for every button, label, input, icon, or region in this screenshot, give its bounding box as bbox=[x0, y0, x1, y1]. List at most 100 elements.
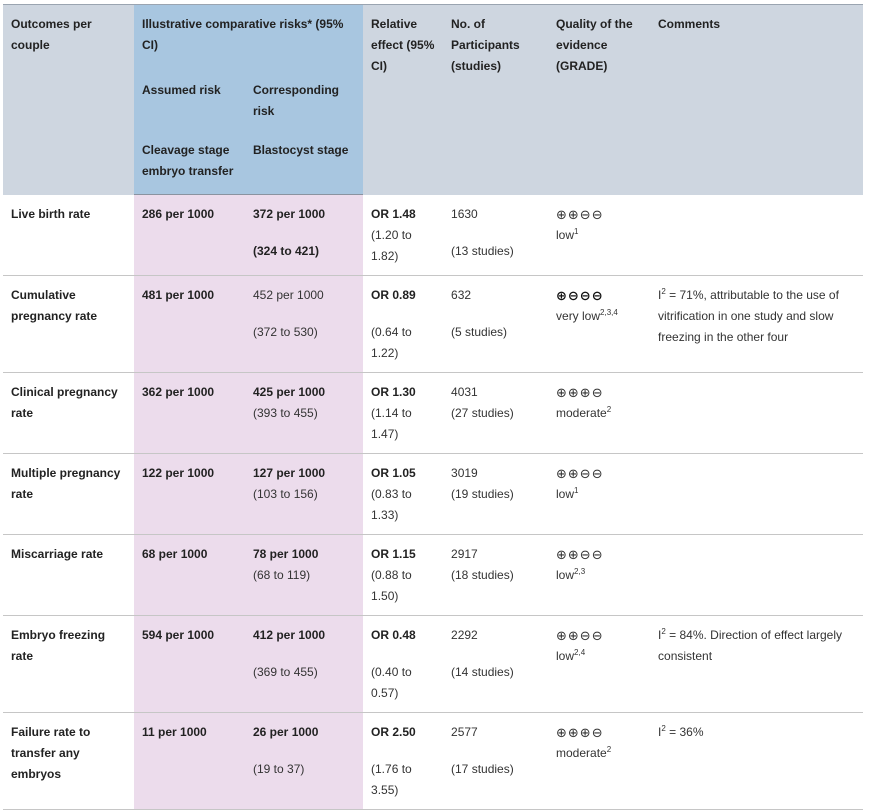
i-squared-exponent: 2 bbox=[661, 627, 666, 636]
odds-ratio-ci: (1.76 to 3.55) bbox=[371, 762, 412, 797]
participants-cell: 2292 (14 studies) bbox=[443, 615, 549, 713]
table-row: Failure rate to transfer any embryos 11 … bbox=[3, 712, 864, 810]
corresponding-risk-value: 78 per 1000 bbox=[253, 547, 319, 561]
corresponding-risk-ci: (324 to 421) bbox=[253, 244, 320, 258]
odds-ratio: OR 0.89 bbox=[371, 288, 416, 302]
header-quality: Quality of the evidence (GRADE) bbox=[548, 4, 651, 195]
header-cleavage-stage: Cleavage stage embryo transfer bbox=[134, 131, 245, 195]
study-count: (13 studies) bbox=[451, 243, 514, 258]
odds-ratio: OR 1.15 bbox=[371, 547, 416, 561]
table-row: Live birth rate 286 per 1000 372 per 100… bbox=[3, 194, 864, 276]
table-row: Multiple pregnancy rate 122 per 1000 127… bbox=[3, 453, 864, 535]
i-squared-exponent: 2 bbox=[661, 724, 666, 733]
grade-text: very low bbox=[556, 309, 601, 323]
summary-of-findings-table: Outcomes per couple Illustrative compara… bbox=[3, 4, 864, 810]
grade-footnote: 1 bbox=[574, 226, 579, 236]
corresponding-risk-cell: 452 per 1000 (372 to 530) bbox=[245, 275, 364, 373]
corresponding-risk-ci: (103 to 156) bbox=[253, 487, 318, 501]
relative-effect-cell: OR 1.48 (1.20 to 1.82) bbox=[363, 194, 444, 276]
comments-cell bbox=[650, 453, 864, 535]
grade-footnote: 2 bbox=[606, 745, 612, 754]
quality-cell: ⊕⊖⊖⊖ very low2,3,4 bbox=[548, 275, 651, 373]
grade-footnote: 2,3 bbox=[574, 567, 586, 576]
odds-ratio-ci: (0.64 to 1.22) bbox=[371, 325, 412, 360]
participant-count: 1630 bbox=[451, 206, 478, 221]
grade-symbols-icon: ⊕⊕⊖⊖ bbox=[556, 206, 604, 222]
outcome-cell: Failure rate to transfer any embryos bbox=[3, 712, 134, 810]
header-row-2: Assumed risk Corresponding risk bbox=[3, 65, 863, 131]
corresponding-risk-value: 26 per 1000 bbox=[253, 725, 319, 739]
summary-of-findings-table-wrapper: Outcomes per couple Illustrative compara… bbox=[3, 4, 864, 810]
participants-cell: 1630 (13 studies) bbox=[443, 194, 549, 276]
assumed-risk-cell: 594 per 1000 bbox=[134, 615, 245, 713]
assumed-risk-cell: 286 per 1000 bbox=[134, 194, 245, 276]
header-comments: Comments bbox=[650, 4, 864, 195]
corresponding-risk-cell: 412 per 1000 (369 to 455) bbox=[245, 615, 364, 713]
outcome-cell: Clinical pregnancy rate bbox=[3, 372, 134, 454]
corresponding-risk-cell: 425 per 1000 (393 to 455) bbox=[245, 372, 364, 454]
grade-footnote: 2,4 bbox=[574, 648, 586, 657]
relative-effect-cell: OR 0.89 (0.64 to 1.22) bbox=[363, 275, 444, 373]
study-count: (14 studies) bbox=[451, 665, 514, 679]
grade-symbols-icon: ⊕⊖⊖⊖ bbox=[556, 288, 604, 303]
header-relative-effect: Relative effect (95% CI) bbox=[363, 4, 444, 195]
table-row: Clinical pregnancy rate 362 per 1000 425… bbox=[3, 372, 864, 454]
grade-label: low2,4 bbox=[556, 646, 642, 667]
grade-footnote: 1 bbox=[574, 486, 579, 495]
quality-cell: ⊕⊕⊖⊖ low1 bbox=[548, 453, 651, 535]
grade-symbols-icon: ⊕⊕⊖⊖ bbox=[556, 547, 604, 562]
participant-count: 2292 bbox=[451, 628, 478, 642]
participant-count: 632 bbox=[451, 288, 472, 302]
quality-cell: ⊕⊕⊖⊖ low2,4 bbox=[548, 615, 651, 713]
corresponding-risk-value: 372 per 1000 bbox=[253, 207, 326, 221]
header-row-3: Cleavage stage embryo transfer Blastocys… bbox=[3, 131, 863, 195]
corresponding-risk-ci: (369 to 455) bbox=[253, 665, 318, 679]
corresponding-risk-cell: 372 per 1000 (324 to 421) bbox=[245, 194, 364, 276]
table-row: Embryo freezing rate 594 per 1000 412 pe… bbox=[3, 615, 864, 713]
quality-cell: ⊕⊕⊖⊖ low2,3 bbox=[548, 534, 651, 616]
study-count: (18 studies) bbox=[451, 568, 514, 582]
header-comparative-risks: Illustrative comparative risks* (95% CI) bbox=[134, 4, 364, 65]
corresponding-risk-value: 452 per 1000 bbox=[253, 288, 324, 302]
grade-text: low bbox=[556, 227, 575, 242]
grade-label: moderate2 bbox=[556, 403, 642, 424]
comment-text: = 36% bbox=[665, 725, 704, 739]
i-squared-exponent: 2 bbox=[661, 287, 666, 296]
odds-ratio-ci: (1.14 to 1.47) bbox=[371, 406, 412, 441]
outcome-cell: Live birth rate bbox=[3, 194, 134, 276]
relative-effect-cell: OR 0.48 (0.40 to 0.57) bbox=[363, 615, 444, 713]
assumed-risk-cell: 122 per 1000 bbox=[134, 453, 245, 535]
table-row: Cumulative pregnancy rate 481 per 1000 4… bbox=[3, 275, 864, 373]
odds-ratio-ci: (0.88 to 1.50) bbox=[371, 568, 412, 603]
grade-text: low bbox=[556, 568, 575, 582]
assumed-risk-cell: 11 per 1000 bbox=[134, 712, 245, 810]
assumed-risk-cell: 362 per 1000 bbox=[134, 372, 245, 454]
grade-label: low2,3 bbox=[556, 565, 642, 586]
odds-ratio: OR 1.48 bbox=[371, 206, 416, 221]
comments-cell bbox=[650, 194, 864, 276]
comments-cell bbox=[650, 534, 864, 616]
grade-footnote: 2 bbox=[606, 405, 612, 414]
odds-ratio: OR 1.05 bbox=[371, 466, 416, 480]
quality-cell: ⊕⊕⊕⊖ moderate2 bbox=[548, 712, 651, 810]
odds-ratio: OR 0.48 bbox=[371, 628, 416, 642]
header-assumed-risk: Assumed risk bbox=[134, 65, 245, 131]
corresponding-risk-ci: (19 to 37) bbox=[253, 762, 305, 776]
comment-text: = 84%. Direction of effect largely consi… bbox=[658, 628, 843, 663]
comments-cell: I2 = 36% bbox=[650, 712, 864, 810]
header-corresponding-risk: Corresponding risk bbox=[245, 65, 364, 131]
comments-cell bbox=[650, 372, 864, 454]
odds-ratio: OR 1.30 bbox=[371, 385, 416, 399]
grade-label: very low2,3,4 bbox=[556, 306, 642, 327]
corresponding-risk-value: 127 per 1000 bbox=[253, 466, 326, 480]
comments-cell: I2 = 84%. Direction of effect largely co… bbox=[650, 615, 864, 713]
corresponding-risk-value: 412 per 1000 bbox=[253, 628, 326, 642]
grade-text: low bbox=[556, 649, 575, 663]
corresponding-risk-cell: 127 per 1000 (103 to 156) bbox=[245, 453, 364, 535]
assumed-risk-cell: 481 per 1000 bbox=[134, 275, 245, 373]
quality-cell: ⊕⊕⊖⊖ low1 bbox=[548, 194, 651, 276]
participants-cell: 3019 (19 studies) bbox=[443, 453, 549, 535]
participants-cell: 2577 (17 studies) bbox=[443, 712, 549, 810]
study-count: (27 studies) bbox=[451, 406, 514, 420]
study-count: (19 studies) bbox=[451, 487, 514, 501]
